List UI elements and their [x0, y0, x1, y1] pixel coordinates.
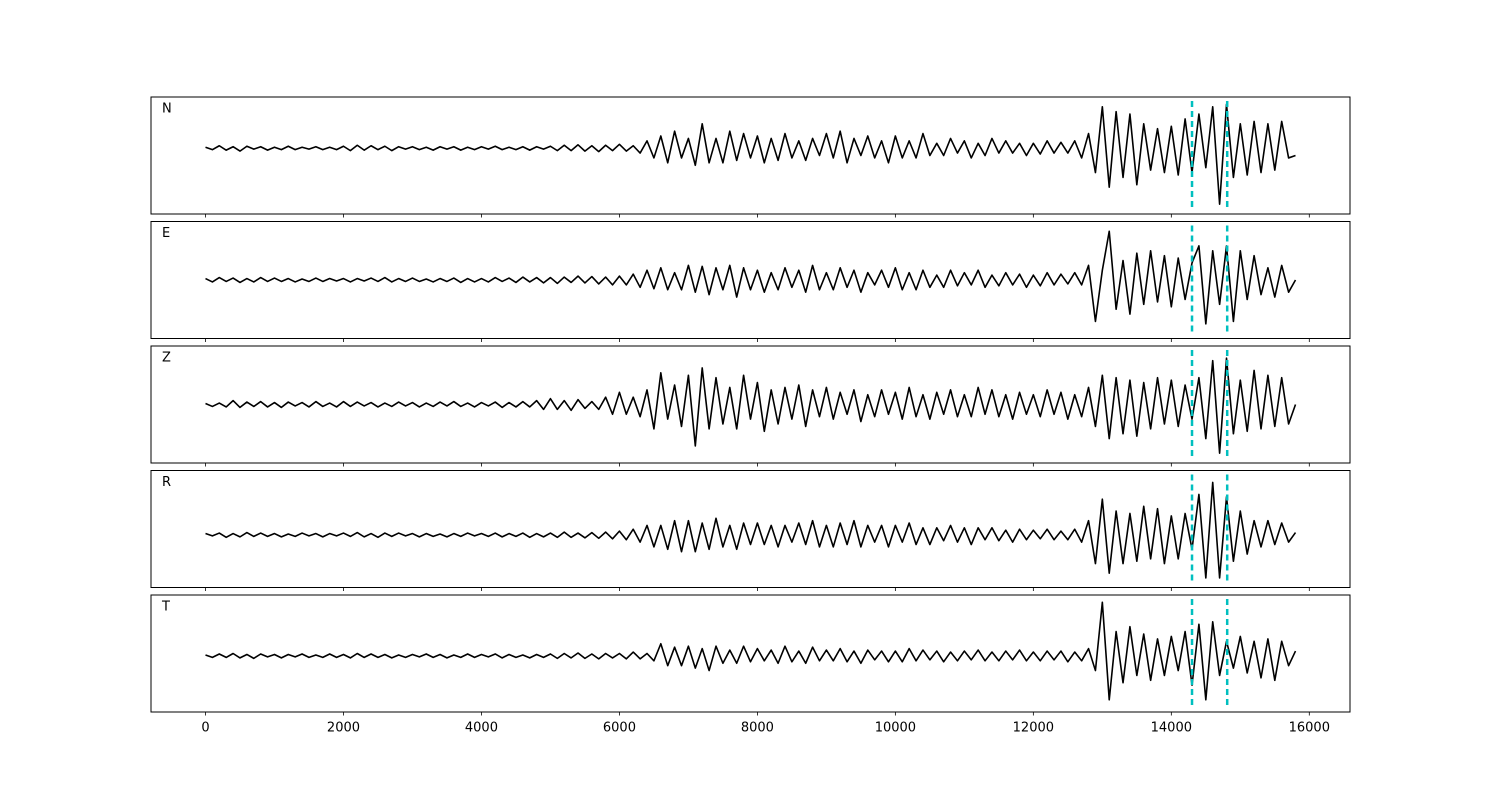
panel-frame — [150, 470, 1351, 588]
trace — [205, 230, 1297, 325]
x-tick-label: 6000 — [603, 721, 636, 736]
x-tick-label: 16000 — [1289, 721, 1330, 736]
panel-frame — [150, 221, 1351, 339]
panel-label: R — [162, 475, 171, 490]
panel-frame — [150, 345, 1351, 464]
trace — [205, 481, 1297, 579]
x-tick-label: 4000 — [465, 721, 498, 736]
x-tick-label: 0 — [201, 721, 209, 736]
x-tick-label: 2000 — [327, 721, 360, 736]
panel-label: E — [162, 226, 170, 241]
x-tick-label: 12000 — [1013, 721, 1054, 736]
x-tick-label: 14000 — [1151, 721, 1192, 736]
x-tick-label: 10000 — [875, 721, 916, 736]
panel-label: N — [162, 102, 172, 117]
trace — [205, 103, 1296, 206]
panel-label: T — [161, 600, 170, 615]
panel-label: Z — [162, 351, 171, 366]
trace — [205, 601, 1297, 701]
panel-frame — [150, 96, 1351, 215]
trace — [205, 357, 1297, 455]
x-tick-label: 8000 — [741, 721, 774, 736]
panel-frame — [150, 594, 1351, 713]
